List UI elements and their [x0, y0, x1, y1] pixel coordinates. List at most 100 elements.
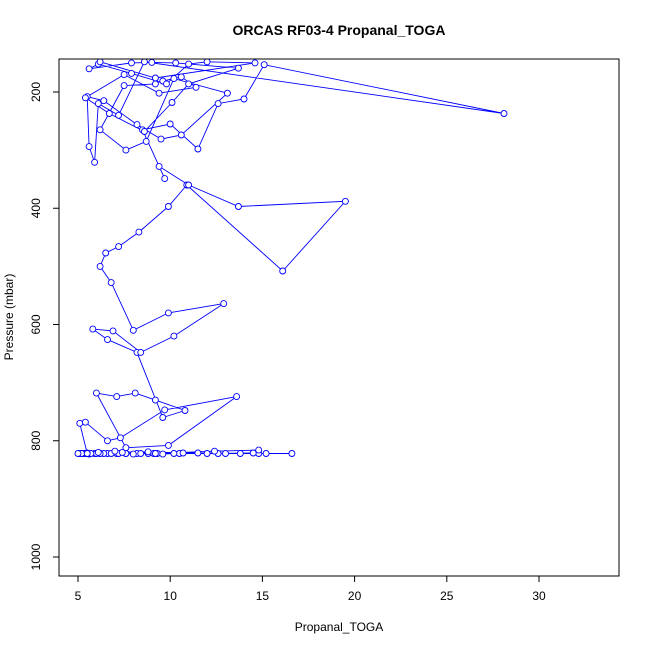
data-point — [96, 59, 104, 66]
data-point — [137, 348, 145, 356]
data-point — [170, 332, 178, 340]
data-point — [129, 326, 137, 334]
x-tick-label: 10 — [164, 589, 178, 603]
data-point — [260, 61, 268, 69]
data-point — [223, 89, 231, 97]
data-point — [194, 449, 202, 457]
data-point — [148, 59, 156, 66]
y-tick-label: 600 — [29, 314, 43, 334]
data-point — [122, 146, 130, 154]
data-point — [185, 60, 193, 68]
x-axis-label: Propanal_TOGA — [295, 620, 384, 634]
data-point — [140, 59, 148, 66]
data-point — [151, 396, 159, 404]
data-point — [81, 418, 89, 426]
data-point — [155, 89, 163, 97]
x-tick-label: 25 — [440, 589, 454, 603]
data-point — [120, 82, 128, 90]
y-tick-label: 1000 — [29, 543, 43, 570]
y-axis: 200 400 600 800 1000 — [29, 82, 60, 570]
series-layer — [74, 59, 508, 458]
data-point — [500, 110, 508, 117]
data-point — [159, 414, 167, 421]
data-point — [163, 80, 170, 88]
data-point — [240, 95, 248, 103]
data-point — [161, 406, 169, 414]
data-point — [222, 450, 229, 457]
y-axis-label: Pressure (mbar) — [2, 274, 16, 361]
data-point — [133, 121, 141, 129]
data-point — [94, 448, 102, 456]
x-axis: 5 10 15 20 25 30 — [75, 575, 546, 603]
plot-frame — [58, 58, 620, 577]
data-point — [113, 393, 121, 401]
data-point — [144, 448, 152, 456]
data-point — [81, 94, 89, 102]
data-point — [105, 110, 113, 117]
data-point — [104, 336, 111, 344]
data-point — [341, 197, 349, 205]
data-point — [255, 446, 263, 454]
data-point — [107, 279, 115, 287]
data-point — [91, 158, 99, 166]
data-point — [111, 447, 119, 455]
data-point — [236, 450, 244, 457]
data-point — [170, 75, 178, 83]
data-point — [249, 449, 257, 457]
data-point — [135, 228, 143, 236]
data-point — [203, 450, 211, 457]
data-point — [164, 441, 172, 449]
data-point — [177, 131, 185, 139]
x-tick-label: 15 — [256, 589, 270, 603]
data-point — [140, 128, 148, 135]
data-point — [89, 325, 97, 333]
data-point — [164, 309, 172, 317]
data-point — [104, 437, 111, 445]
data-point — [203, 59, 211, 66]
data-point — [137, 450, 145, 457]
data-point — [164, 203, 172, 210]
data-point — [96, 262, 104, 270]
data-point — [168, 99, 176, 106]
data-point — [128, 59, 135, 67]
data-point — [74, 450, 82, 457]
data-point — [142, 137, 150, 145]
data-point — [262, 450, 270, 457]
x-tick-label: 30 — [532, 589, 546, 603]
data-point — [151, 74, 159, 82]
data-point — [92, 389, 100, 397]
x-tick-label: 5 — [75, 589, 82, 603]
data-point — [96, 126, 104, 134]
data-point — [170, 450, 178, 457]
data-point — [100, 97, 108, 105]
data-point — [151, 80, 159, 88]
y-tick-label: 200 — [29, 82, 43, 102]
data-point — [279, 267, 287, 275]
data-point — [157, 135, 165, 143]
data-point — [129, 450, 137, 458]
data-point — [234, 64, 242, 72]
data-point — [131, 389, 139, 397]
data-point — [181, 407, 189, 414]
data-point — [161, 175, 169, 183]
data-point — [177, 73, 185, 81]
data-point — [122, 444, 130, 452]
data-point — [192, 83, 200, 91]
data-point — [120, 71, 128, 79]
data-point — [115, 243, 123, 251]
data-point — [155, 162, 163, 170]
data-point — [166, 120, 174, 128]
data-point — [172, 59, 180, 67]
x-tick-label: 20 — [348, 589, 362, 603]
data-point — [185, 181, 193, 189]
data-point — [116, 434, 124, 442]
data-point — [194, 145, 202, 153]
data-point — [83, 450, 91, 457]
data-point — [211, 447, 218, 455]
data-point — [214, 100, 222, 108]
data-point — [185, 80, 193, 88]
data-point — [151, 450, 159, 457]
data-point — [102, 249, 110, 257]
y-tick-label: 800 — [29, 430, 43, 450]
